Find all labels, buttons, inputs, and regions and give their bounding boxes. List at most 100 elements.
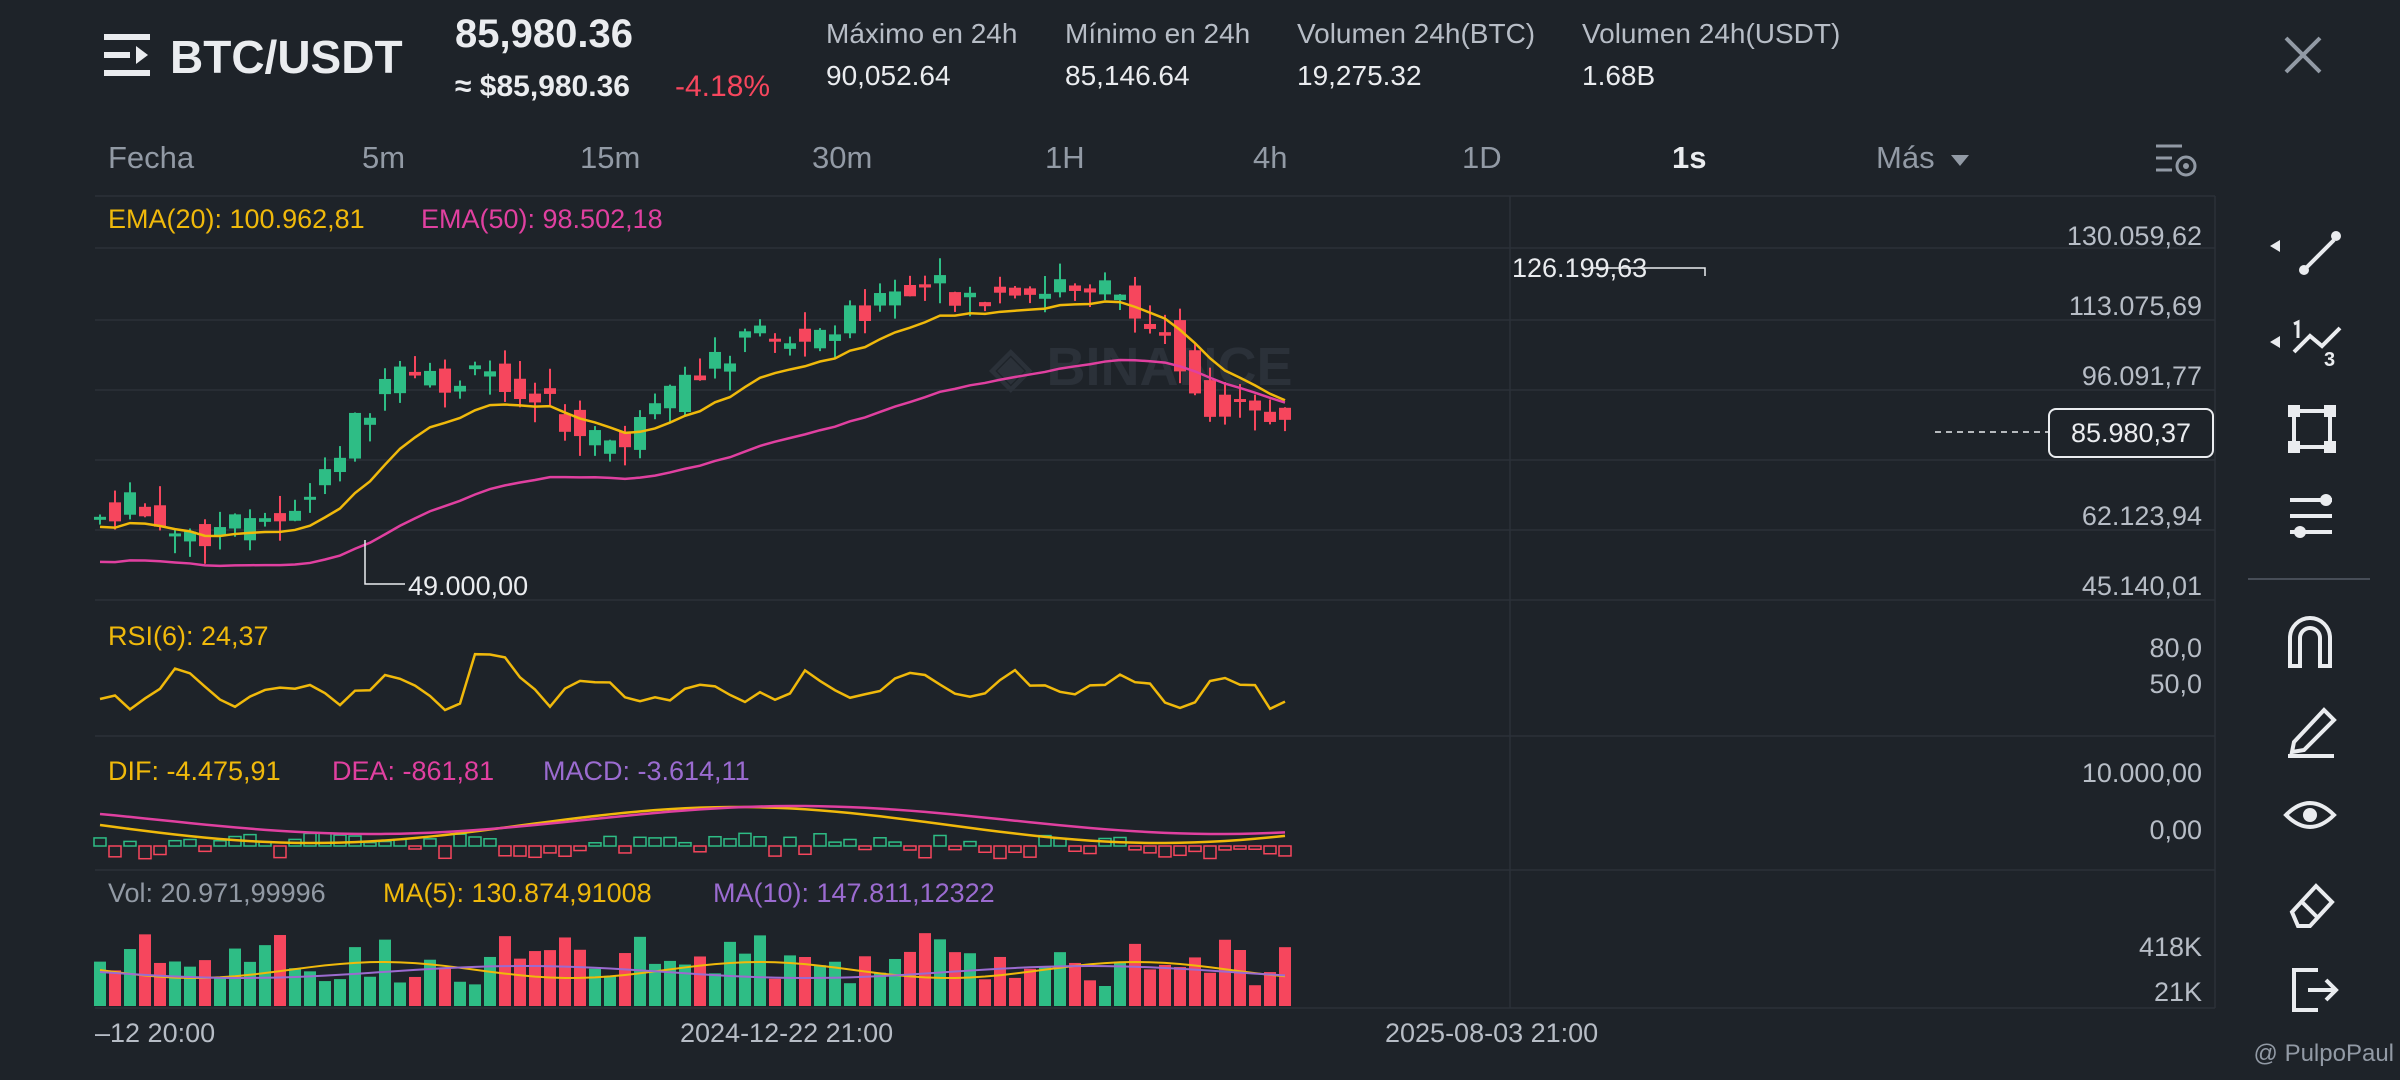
macd-histogram-group bbox=[93, 832, 1292, 860]
volume-bar bbox=[964, 953, 976, 1006]
stat-vol-usdt-label: Volumen 24h(USDT) bbox=[1582, 18, 1841, 49]
tab-1d[interactable]: 1D bbox=[1462, 140, 1502, 175]
volume-bar bbox=[649, 963, 661, 1006]
volume-bar bbox=[814, 965, 826, 1006]
y-axis-label-2: 113.075,69 bbox=[2068, 291, 2202, 321]
volume-bar bbox=[1144, 969, 1156, 1006]
vol-axis-top: 418K bbox=[2138, 932, 2202, 962]
volume-bar bbox=[994, 956, 1006, 1006]
macd-bar bbox=[693, 845, 707, 853]
macd-bar bbox=[1143, 845, 1157, 854]
volume-bar bbox=[334, 979, 346, 1006]
rectangle-tool[interactable] bbox=[2270, 399, 2350, 459]
fibonacci-tool[interactable]: 3 bbox=[2270, 312, 2350, 372]
candle-body bbox=[604, 440, 616, 454]
ema50-line bbox=[99, 358, 1286, 568]
candle-body bbox=[1009, 287, 1021, 296]
macd-bar bbox=[273, 845, 287, 859]
ema20-label: EMA(20): 100.962,81 bbox=[108, 204, 365, 234]
macd-bar bbox=[903, 845, 917, 851]
macd-bar bbox=[813, 833, 827, 847]
volume-bar bbox=[154, 962, 166, 1006]
tab-5m[interactable]: 5m bbox=[362, 140, 406, 175]
stat-24h-high-value: 90,052.64 bbox=[826, 60, 951, 91]
tab-30m[interactable]: 30m bbox=[812, 140, 873, 175]
volume-bar bbox=[919, 933, 931, 1006]
close-button[interactable] bbox=[2278, 30, 2328, 80]
candle-body bbox=[964, 292, 976, 298]
volume-bar bbox=[874, 972, 886, 1006]
candle-body bbox=[469, 365, 481, 370]
volume-bar bbox=[889, 958, 901, 1006]
macd-bar bbox=[213, 840, 227, 847]
binance-watermark: ◈ BINANCE bbox=[988, 337, 1293, 397]
candle-body bbox=[1129, 285, 1141, 319]
last-price: 85,980.36 bbox=[455, 12, 633, 56]
tab-4h[interactable]: 4h bbox=[1253, 140, 1288, 175]
eye-tool[interactable] bbox=[2270, 785, 2350, 845]
candle-body bbox=[1159, 332, 1171, 336]
macd-bar bbox=[423, 838, 437, 847]
volume-bar bbox=[784, 955, 796, 1006]
macd-bar bbox=[558, 845, 572, 857]
volume-bar bbox=[1279, 947, 1291, 1006]
candle-body bbox=[1114, 294, 1126, 301]
volume-bar bbox=[1114, 961, 1126, 1006]
candle-body bbox=[1024, 288, 1036, 295]
ema50-label: EMA(50): 98.502,18 bbox=[421, 204, 663, 234]
candle-body bbox=[589, 430, 601, 446]
close-icon bbox=[2284, 36, 2322, 74]
tab-1h[interactable]: 1H bbox=[1045, 140, 1085, 175]
tab-mas-label: Más bbox=[1876, 140, 1935, 175]
volume-bar bbox=[694, 956, 706, 1006]
macd-bar bbox=[948, 845, 962, 851]
dea-line bbox=[99, 804, 1286, 836]
candle-body bbox=[169, 533, 181, 537]
dif-label: DIF: -4.475,91 bbox=[108, 756, 281, 786]
volume-bar bbox=[724, 941, 736, 1006]
pair-title[interactable]: BTC/USDT bbox=[170, 31, 403, 83]
chart-settings-button[interactable] bbox=[2152, 138, 2200, 182]
tab-fecha[interactable]: Fecha bbox=[108, 140, 195, 175]
eraser-tool[interactable] bbox=[2270, 872, 2350, 932]
volume-bars-group bbox=[94, 933, 1291, 1006]
volume-bar bbox=[589, 968, 601, 1006]
candle-body bbox=[904, 285, 916, 297]
svg-text:3: 3 bbox=[2324, 349, 2335, 371]
magnet-tool[interactable] bbox=[2270, 610, 2350, 670]
macd-bar bbox=[183, 838, 197, 847]
tab-mas[interactable]: Más bbox=[1876, 140, 1971, 176]
trend-line-tool[interactable] bbox=[2270, 222, 2350, 282]
indicator-settings-tool[interactable] bbox=[2270, 486, 2350, 546]
volume-bar bbox=[664, 960, 676, 1006]
candle-body bbox=[1279, 407, 1291, 420]
candle-body bbox=[769, 338, 781, 342]
macd-bar bbox=[1023, 845, 1037, 858]
volume-bar bbox=[1069, 962, 1081, 1006]
macd-bar bbox=[543, 845, 557, 854]
tab-15m[interactable]: 15m bbox=[580, 140, 641, 175]
candle-body bbox=[859, 305, 871, 321]
pencil-tool[interactable] bbox=[2270, 698, 2350, 758]
volume-bar bbox=[1249, 985, 1261, 1006]
menu-button[interactable] bbox=[100, 30, 156, 80]
macd-bar bbox=[138, 845, 152, 860]
candle-body bbox=[274, 513, 286, 522]
tab-1s[interactable]: 1s bbox=[1672, 140, 1707, 175]
candle-body bbox=[814, 329, 826, 349]
credit-text: @ PulpoPaul bbox=[2253, 1040, 2394, 1067]
volume-bar bbox=[1009, 977, 1021, 1006]
exit-tool[interactable] bbox=[2270, 960, 2350, 1020]
candle-body bbox=[754, 325, 766, 334]
volume-bar bbox=[409, 976, 421, 1006]
volume-bar bbox=[769, 978, 781, 1006]
eye-icon bbox=[2283, 801, 2337, 829]
volume-bar bbox=[604, 975, 616, 1006]
candle-body bbox=[424, 370, 436, 386]
magnet-icon bbox=[2288, 616, 2332, 668]
candle-body bbox=[379, 378, 391, 395]
macd-bar bbox=[153, 845, 167, 856]
macd-bar bbox=[1263, 845, 1277, 855]
candle-body bbox=[289, 510, 301, 521]
